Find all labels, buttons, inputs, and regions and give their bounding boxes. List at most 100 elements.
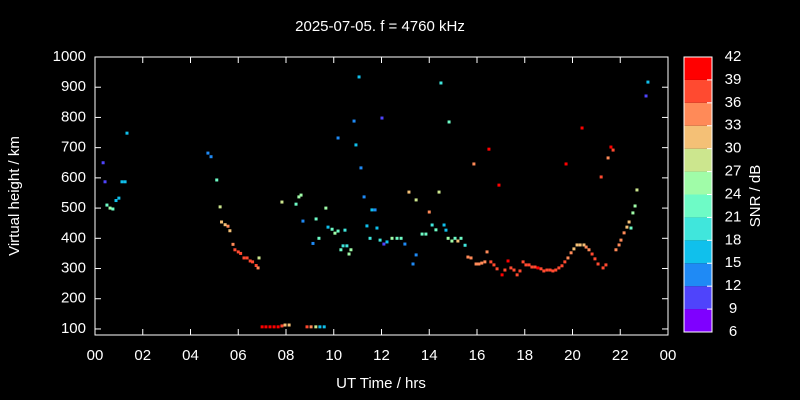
y-tick-label: 800: [61, 108, 86, 125]
data-point: [228, 229, 232, 233]
data-point: [521, 260, 525, 264]
data-point: [500, 273, 504, 277]
chart-title: 2025-07-05. f = 4760 kHz: [295, 18, 465, 35]
colorbar-band: [684, 309, 712, 332]
data-point: [236, 250, 240, 254]
data-point: [503, 268, 507, 272]
colorbar-tick-label: 42: [725, 48, 742, 65]
data-point: [497, 183, 501, 187]
data-point: [330, 227, 334, 231]
colorbar-band: [684, 171, 712, 195]
data-point: [260, 325, 264, 329]
data-point: [450, 239, 454, 243]
data-point: [375, 226, 379, 230]
data-point: [420, 232, 424, 236]
data-point: [359, 166, 363, 170]
data-point: [257, 256, 261, 260]
x-tick-label: 06: [230, 347, 247, 364]
data-point: [466, 255, 470, 259]
data-point: [411, 262, 415, 266]
data-point: [231, 242, 235, 246]
data-point: [301, 219, 305, 223]
data-point: [646, 80, 650, 84]
colorbar-tick-label: 15: [725, 254, 742, 271]
data-point: [633, 204, 637, 208]
data-point: [345, 244, 349, 248]
data-point: [518, 269, 522, 273]
colorbar-tick-label: 24: [725, 185, 742, 202]
data-point: [601, 266, 605, 270]
data-point: [370, 208, 374, 212]
data-point: [472, 162, 476, 166]
data-point: [611, 148, 615, 152]
x-tick-label: 04: [182, 347, 199, 364]
x-tick-label: 18: [516, 347, 533, 364]
data-point: [480, 261, 484, 265]
y-axis-label: Virtual height / km: [6, 136, 23, 256]
data-point: [575, 243, 579, 247]
data-point: [111, 207, 115, 211]
data-point: [322, 325, 326, 329]
data-point: [569, 251, 573, 255]
data-point: [512, 268, 516, 272]
data-point: [596, 262, 600, 266]
x-tick-label: 00: [660, 347, 677, 364]
y-tick-label: 400: [61, 229, 86, 246]
data-point: [399, 236, 403, 240]
data-point: [108, 206, 112, 210]
data-point: [582, 243, 586, 247]
x-tick-label: 14: [421, 347, 438, 364]
colorbar-tick-label: 27: [725, 163, 742, 180]
data-point: [352, 119, 356, 123]
data-point: [218, 205, 222, 209]
data-point: [530, 265, 534, 269]
data-point: [117, 196, 121, 200]
data-point: [326, 225, 330, 229]
data-point: [280, 200, 284, 204]
y-tick-label: 500: [61, 199, 86, 216]
data-point: [469, 256, 473, 260]
data-point: [524, 263, 528, 267]
data-point: [365, 224, 369, 228]
data-point: [233, 248, 237, 252]
data-point: [593, 257, 597, 261]
y-tick-label: 600: [61, 169, 86, 186]
data-point: [533, 265, 537, 269]
y-tick-label: 300: [61, 259, 86, 276]
data-point: [578, 243, 582, 247]
x-tick-label: 12: [373, 347, 390, 364]
data-point: [101, 161, 105, 165]
colorbar-band: [684, 102, 712, 126]
data-point: [617, 243, 621, 247]
data-point: [378, 238, 382, 242]
data-point: [424, 232, 428, 236]
data-point: [220, 220, 224, 224]
data-point: [311, 241, 315, 245]
data-point: [551, 269, 555, 273]
x-tick-label: 02: [134, 347, 151, 364]
data-point: [580, 126, 584, 130]
colorbar-tick-label: 36: [725, 94, 742, 111]
data-point: [627, 220, 631, 224]
data-point: [206, 151, 210, 155]
data-point: [390, 236, 394, 240]
data-point: [324, 206, 328, 210]
data-point: [362, 195, 366, 199]
data-point: [309, 325, 313, 329]
data-point: [395, 236, 399, 240]
data-point: [625, 225, 629, 229]
data-point: [572, 247, 576, 251]
data-point: [453, 236, 457, 240]
data-point: [584, 245, 588, 249]
colorbar-band: [684, 194, 712, 218]
colorbar-tick-label: 6: [729, 323, 737, 340]
colorbar-label: SNR / dB: [747, 165, 764, 228]
data-point: [123, 180, 127, 184]
data-point: [635, 188, 639, 192]
data-point: [380, 116, 384, 120]
x-tick-label: 16: [469, 347, 486, 364]
data-point: [318, 325, 322, 329]
data-point: [283, 323, 287, 327]
data-point: [343, 228, 347, 232]
